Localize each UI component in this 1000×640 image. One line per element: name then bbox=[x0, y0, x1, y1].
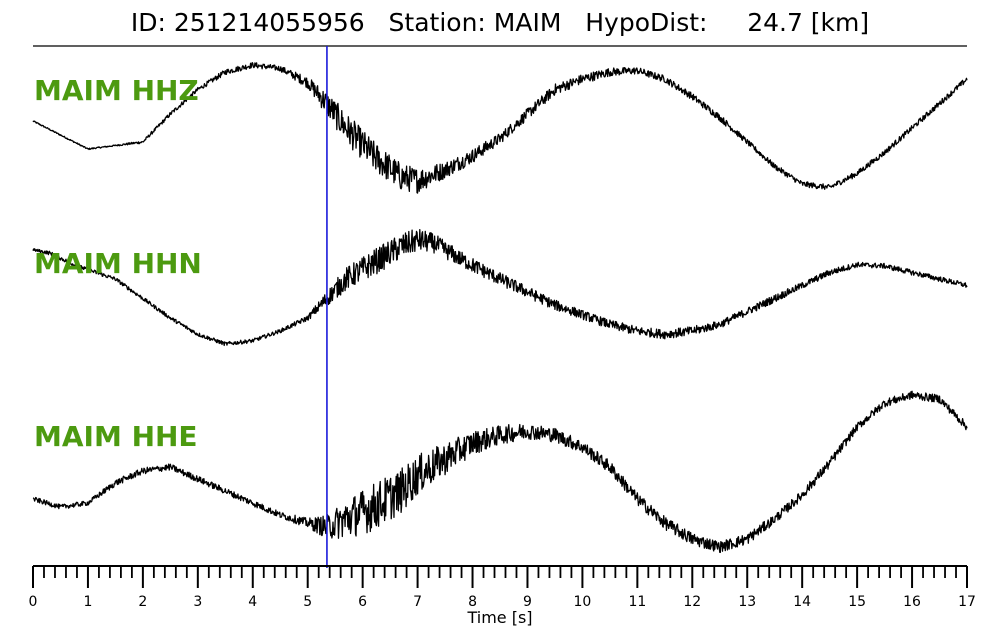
x-tick-label: 4 bbox=[248, 594, 257, 610]
x-tick-label: 7 bbox=[413, 594, 422, 610]
x-tick-label: 5 bbox=[303, 594, 312, 610]
traces bbox=[32, 62, 968, 554]
x-tick-label: 10 bbox=[573, 594, 591, 610]
x-tick-label: 12 bbox=[683, 594, 701, 610]
x-tick-label: 14 bbox=[793, 594, 811, 610]
trace-label-maim-hhn: MAIM HHN bbox=[34, 247, 202, 280]
x-tick-label: 3 bbox=[193, 594, 202, 610]
x-tick-label: 8 bbox=[468, 594, 477, 610]
trace-maim-hhz bbox=[32, 62, 968, 194]
trace-labels: MAIM HHZ MAIM HHN MAIM HHE bbox=[34, 74, 202, 453]
x-tick-label: 0 bbox=[29, 594, 38, 610]
x-tick-label: 15 bbox=[848, 594, 866, 610]
x-tick-label: 2 bbox=[138, 594, 147, 610]
trace-maim-hhe bbox=[32, 390, 968, 554]
x-tick-label: 17 bbox=[958, 594, 976, 610]
x-tick-label: 11 bbox=[628, 594, 646, 610]
x-tick-label: 1 bbox=[83, 594, 92, 610]
chart-title: ID: 251214055956 Station: MAIM HypoDist:… bbox=[130, 8, 870, 37]
x-tick-label: 16 bbox=[903, 594, 921, 610]
x-axis-label: Time [s] bbox=[466, 608, 532, 627]
trace-maim-hhn bbox=[32, 228, 968, 347]
trace-label-maim-hhz: MAIM HHZ bbox=[34, 74, 199, 107]
trace-label-maim-hhe: MAIM HHE bbox=[34, 420, 198, 453]
x-tick-label: 13 bbox=[738, 594, 756, 610]
x-axis: 0 1 2 3 4 5 6 7 8 9 10 11 12 13 14 15 16 17 bbox=[29, 565, 976, 610]
x-tick-label: 9 bbox=[523, 594, 532, 610]
x-tick-label: 6 bbox=[358, 594, 367, 610]
